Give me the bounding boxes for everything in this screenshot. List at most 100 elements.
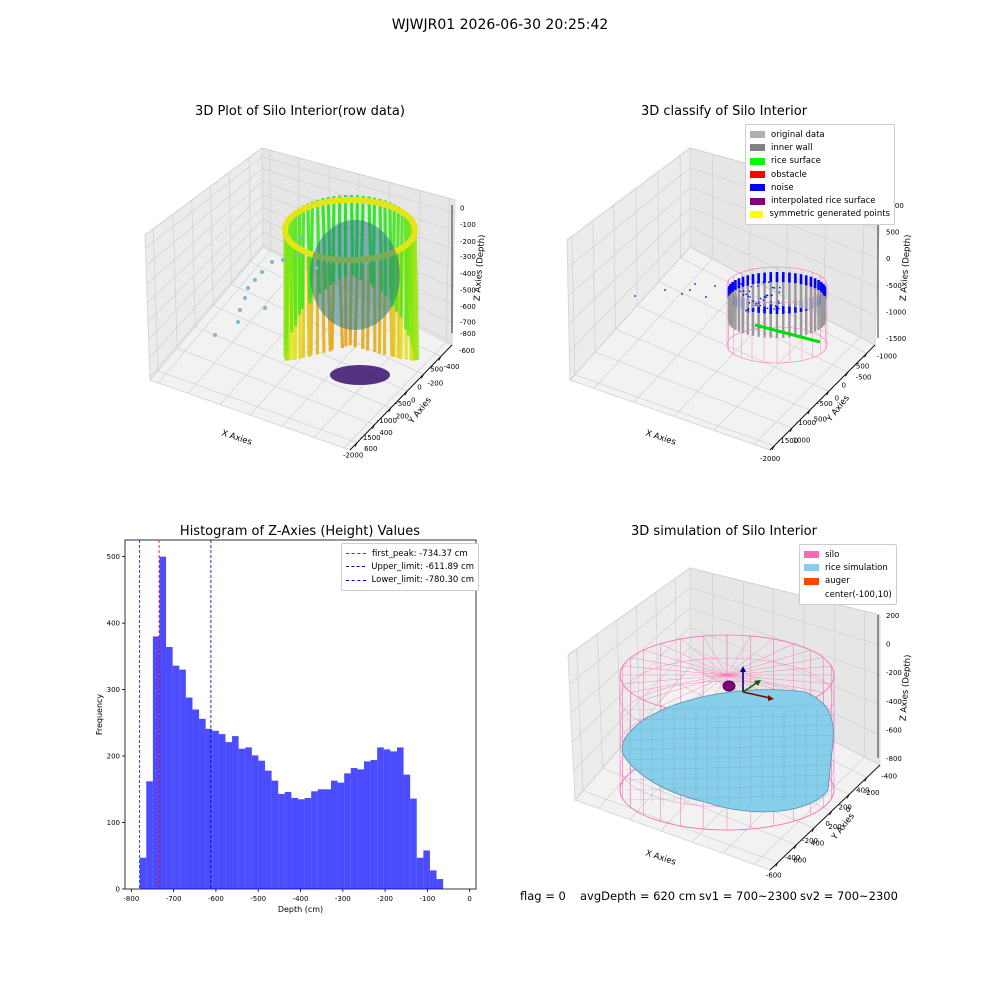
legend-entry: obstacle bbox=[750, 168, 890, 181]
histogram-bar bbox=[186, 698, 193, 889]
z-tick-label: -700 bbox=[460, 318, 476, 326]
noise-point bbox=[752, 300, 754, 302]
sv2-text: sv2 = 700~2300 bbox=[800, 889, 898, 903]
x-tick-label: 0 bbox=[417, 383, 421, 391]
noise-point bbox=[755, 303, 757, 305]
histogram-bar bbox=[318, 789, 325, 889]
legend-label: rice surface bbox=[771, 156, 821, 166]
z-tick-label: 0 bbox=[886, 641, 890, 649]
stray-point bbox=[246, 286, 250, 290]
histogram-bar bbox=[305, 798, 312, 889]
histogram-bar bbox=[291, 798, 298, 889]
noise-point bbox=[772, 287, 774, 289]
noise-point bbox=[779, 291, 781, 293]
stray-point bbox=[238, 308, 242, 312]
x-tick-label: -500 bbox=[817, 400, 833, 408]
histogram-bar bbox=[179, 670, 186, 889]
histogram-bar bbox=[219, 734, 226, 889]
histogram-bar bbox=[351, 768, 358, 889]
histogram-bar bbox=[390, 751, 397, 889]
noise-point bbox=[742, 285, 744, 287]
legend-entry: Upper_limit: -611.89 cm bbox=[346, 560, 474, 573]
y-tick-label: 600 bbox=[364, 445, 377, 453]
z-tick-label: 500 bbox=[886, 229, 899, 237]
x-axis-label: Depth (cm) bbox=[278, 905, 323, 914]
legend-entry: silo bbox=[804, 548, 892, 561]
legend-swatch bbox=[750, 131, 765, 138]
noise-point bbox=[740, 283, 742, 285]
legend-entry: auger bbox=[804, 575, 892, 588]
raw-3d-plot: -2000-1500-1000-5000500-600-400-20002004… bbox=[0, 0, 500, 500]
noise-point bbox=[689, 289, 691, 291]
y-tick-label: -500 bbox=[856, 373, 872, 381]
noise-point bbox=[764, 296, 766, 298]
noise-point bbox=[763, 309, 765, 311]
x-tick-label: -100 bbox=[419, 895, 435, 903]
z-tick-label: -800 bbox=[460, 330, 476, 338]
histogram-bar bbox=[146, 781, 153, 889]
legend-label: obstacle bbox=[771, 170, 807, 180]
noise-point bbox=[755, 304, 757, 306]
histogram-bar bbox=[173, 666, 180, 889]
noise-point bbox=[705, 296, 707, 298]
histogram-bar bbox=[344, 773, 351, 889]
avg-depth-text: avgDepth = 620 cm bbox=[580, 889, 696, 903]
x-tick-label: -600 bbox=[208, 895, 224, 903]
legend-label: interpolated rice surface bbox=[771, 196, 876, 206]
noise-point bbox=[757, 282, 759, 284]
stray-point bbox=[260, 270, 264, 274]
noise-point bbox=[779, 287, 781, 289]
legend-swatch bbox=[804, 551, 819, 558]
legend-label: inner wall bbox=[771, 143, 812, 153]
histogram-bar bbox=[371, 760, 378, 889]
histogram-bar bbox=[331, 781, 338, 889]
x-tick-label: -1000 bbox=[377, 417, 397, 425]
x-tick-label: -500 bbox=[250, 895, 266, 903]
histogram-bar bbox=[192, 710, 199, 889]
legend-swatch bbox=[750, 144, 765, 151]
noise-point bbox=[778, 300, 780, 302]
legend-label: silo bbox=[825, 550, 839, 560]
histogram-bar bbox=[199, 719, 206, 889]
legend-entry: original data bbox=[750, 128, 890, 141]
point-core bbox=[310, 220, 400, 330]
histogram-bar bbox=[159, 557, 166, 889]
legend-swatch bbox=[804, 578, 819, 585]
z-tick-label: -100 bbox=[460, 221, 476, 229]
legend-entry: center(-100,10) bbox=[804, 588, 892, 601]
histogram-bar bbox=[272, 781, 279, 889]
x-tick-label: -400 bbox=[293, 895, 309, 903]
x-tick-label: 0 bbox=[841, 381, 845, 389]
y-tick-label: 0 bbox=[411, 397, 415, 405]
noise-point bbox=[748, 308, 750, 310]
legend-swatch bbox=[750, 171, 765, 178]
legend-swatch bbox=[750, 184, 765, 191]
noise-point bbox=[778, 302, 780, 304]
x-tick-label: -300 bbox=[335, 895, 351, 903]
x-tick-label: -600 bbox=[766, 872, 782, 880]
noise-point bbox=[749, 296, 751, 298]
legend-swatch bbox=[346, 566, 365, 567]
histogram-bar bbox=[430, 870, 437, 889]
noise-point bbox=[766, 307, 768, 309]
histogram-bar bbox=[285, 792, 292, 889]
noise-point bbox=[760, 298, 762, 300]
y-tick-label: -200 bbox=[427, 380, 443, 388]
legend-swatch bbox=[346, 580, 366, 581]
histogram-bar bbox=[338, 783, 345, 889]
point-column bbox=[290, 216, 291, 332]
stray-point bbox=[281, 258, 285, 262]
noise-point bbox=[758, 306, 760, 308]
y-tick-label: 300 bbox=[107, 686, 120, 694]
histogram-bar bbox=[239, 749, 246, 889]
legend-label: rice simulation bbox=[825, 563, 888, 573]
stray-point bbox=[296, 253, 300, 257]
histogram-bar bbox=[384, 749, 391, 889]
stray-point bbox=[314, 266, 318, 270]
legend-label: auger bbox=[825, 576, 850, 586]
center-marker bbox=[723, 681, 735, 691]
x-tick-label: 0 bbox=[467, 895, 471, 903]
noise-point bbox=[743, 290, 745, 292]
noise-point bbox=[758, 302, 760, 304]
noise-point bbox=[749, 290, 751, 292]
